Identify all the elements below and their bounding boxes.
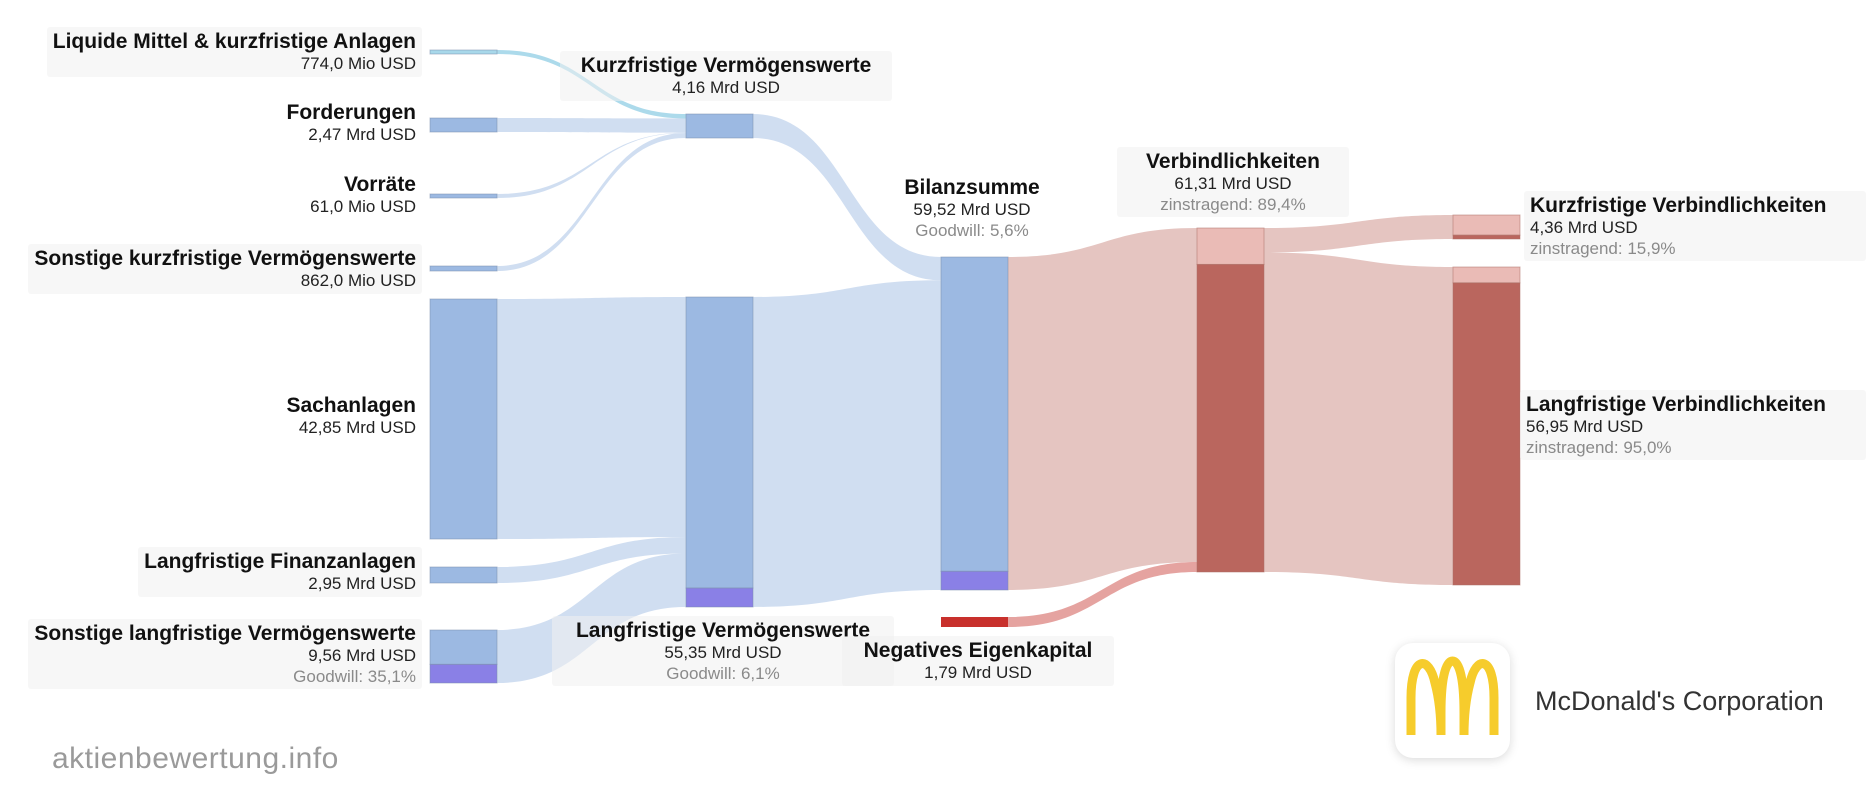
label-receivables: Forderungen 2,47 Mrd USD (286, 101, 417, 145)
node-lt_liab-interest-bearing (1452, 282, 1521, 586)
node-inventory (429, 193, 498, 199)
label-lt-liabilities: Langfristige Verbindlichkeiten 56,95 Mrd… (1520, 390, 1866, 460)
flow-other_current-to-current_assets (497, 133, 686, 271)
node-liquid (429, 49, 498, 55)
node-receivables (429, 117, 498, 133)
node-other_lt (429, 629, 498, 665)
flow-current_assets-to-total (753, 114, 941, 281)
golden-arches-icon (1406, 656, 1499, 736)
label-current-liabilities: Kurzfristige Verbindlichkeiten 4,36 Mrd … (1524, 191, 1866, 261)
node-lt_invest (429, 566, 498, 584)
node-ppe (429, 298, 498, 540)
flow-lt_assets-to-total (753, 280, 941, 607)
label-total-assets: Bilanzsumme 59,52 Mrd USD Goodwill: 5,6% (904, 176, 1040, 240)
label-inventory: Vorräte 61,0 Mio USD (310, 173, 416, 217)
flow-neg_equity-to-liabilities (1008, 561, 1197, 627)
watermark: aktienbewertung.info (52, 742, 339, 775)
node-current_assets (685, 113, 754, 139)
label-other-current-assets: Sonstige kurzfristige Vermögenswerte 862… (28, 244, 422, 294)
label-other-lt-assets: Sonstige langfristige Vermögenswerte 9,5… (28, 619, 422, 689)
node-current_liab-interest-bearing (1452, 234, 1521, 240)
label-liabilities: Verbindlichkeiten 61,31 Mrd USD zinstrag… (1117, 147, 1349, 217)
node-total-goodwill (940, 570, 1009, 591)
node-lt_liab (1452, 266, 1521, 284)
flow-receivables-to-current_assets (497, 118, 686, 133)
node-other_lt-goodwill (429, 663, 498, 684)
label-negative-equity: Negatives Eigenkapital 1,79 Mrd USD (842, 636, 1114, 686)
node-liabilities-interest-bearing (1196, 263, 1265, 573)
node-total (940, 256, 1009, 572)
label-liquid-funds: Liquide Mittel & kurzfristige Anlagen 77… (46, 27, 422, 77)
label-current-assets: Kurzfristige Vermögenswerte 4,16 Mrd USD (560, 51, 892, 101)
flow-inventory-to-current_assets (497, 132, 686, 198)
label-lt-investments: Langfristige Finanzanlagen 2,95 Mrd USD (138, 547, 422, 597)
node-current_liab (1452, 214, 1521, 236)
flow-ppe-to-lt_assets (497, 297, 686, 539)
node-lt_assets (685, 296, 754, 589)
label-ppe: Sachanlagen 42,85 Mrd USD (286, 394, 416, 438)
flow-total-to-liabilities (1008, 228, 1197, 590)
company-logo (1395, 643, 1510, 758)
company-name: McDonald's Corporation (1535, 686, 1824, 716)
flow-liabilities-to-lt_liab (1264, 252, 1453, 585)
node-liabilities (1196, 227, 1265, 265)
flow-liabilities-to-current_liab (1264, 215, 1453, 253)
flow-lt_invest-to-lt_assets (497, 536, 686, 583)
label-lt-assets: Langfristige Vermögenswerte 55,35 Mrd US… (552, 616, 894, 686)
node-neg_equity (941, 617, 1008, 627)
node-lt_assets-goodwill (685, 587, 754, 608)
node-other_current (429, 265, 498, 272)
